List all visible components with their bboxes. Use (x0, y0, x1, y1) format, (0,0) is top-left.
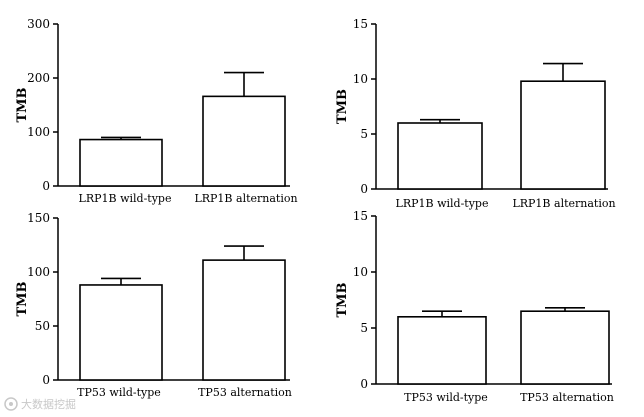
y-axis-label: TMB (335, 89, 350, 124)
category-label-2: TP53 alternation (520, 391, 614, 404)
bar-2 (202, 259, 286, 381)
category-label-1: LRP1B wild-type (396, 197, 489, 210)
y-tick-label: 0 (42, 179, 50, 193)
category-label-1: LRP1B wild-type (79, 192, 172, 205)
bar-1 (397, 122, 483, 190)
chart-panel-4: 0 5 10 15 TMB TP53 wild-type TP53 alternation (335, 209, 614, 404)
y-tick-label: 0 (42, 373, 50, 387)
y-axis-label: TMB (335, 282, 350, 317)
watermark-text: 大数据挖掘 (21, 397, 76, 411)
bar-2 (202, 95, 286, 187)
chart-panel-2: 0 5 10 15 TMB LRP1B wild-type LRP1B alternatio… (335, 17, 616, 210)
y-tick-label: 15 (353, 17, 368, 31)
y-tick-label: 100 (27, 265, 50, 279)
y-tick-label: 10 (353, 72, 368, 86)
y-tick-label: 200 (27, 71, 50, 85)
y-tick-label: 5 (360, 321, 368, 335)
category-label-2: LRP1B alternation (512, 197, 615, 210)
y-tick-label: 15 (353, 209, 368, 223)
chart-panel-3: 0 50 100 150 TMB TP53 wild-type TP53 alternati… (15, 211, 292, 399)
y-tick-label: 0 (360, 182, 368, 196)
bar-2 (520, 80, 606, 190)
bar-1 (79, 138, 163, 187)
y-tick-label: 300 (27, 17, 50, 31)
category-label-2: LRP1B alternation (194, 192, 297, 205)
y-tick-label: 100 (27, 125, 50, 139)
bar-1 (397, 315, 487, 385)
y-tick-label: 150 (27, 211, 50, 225)
category-label-1: TP53 wild-type (77, 386, 161, 399)
category-label-1: TP53 wild-type (404, 391, 488, 404)
chart-panel-1: 0 100 200 300 TMB LRP1B wild-type LRP1B altern… (15, 17, 298, 205)
y-tick-label: 5 (360, 127, 368, 141)
weibo-icon (4, 397, 18, 411)
y-tick-label: 50 (35, 319, 50, 333)
watermark: 大数据挖掘 (4, 397, 76, 411)
category-label-2: TP53 alternation (198, 386, 292, 399)
y-tick-label: 0 (360, 377, 368, 391)
y-axis-label: TMB (15, 87, 30, 122)
weibo-icon-dot (9, 402, 13, 406)
bar-2 (520, 310, 610, 385)
bar-1 (79, 284, 163, 381)
y-axis-label: TMB (15, 281, 30, 316)
y-tick-label: 10 (353, 265, 368, 279)
